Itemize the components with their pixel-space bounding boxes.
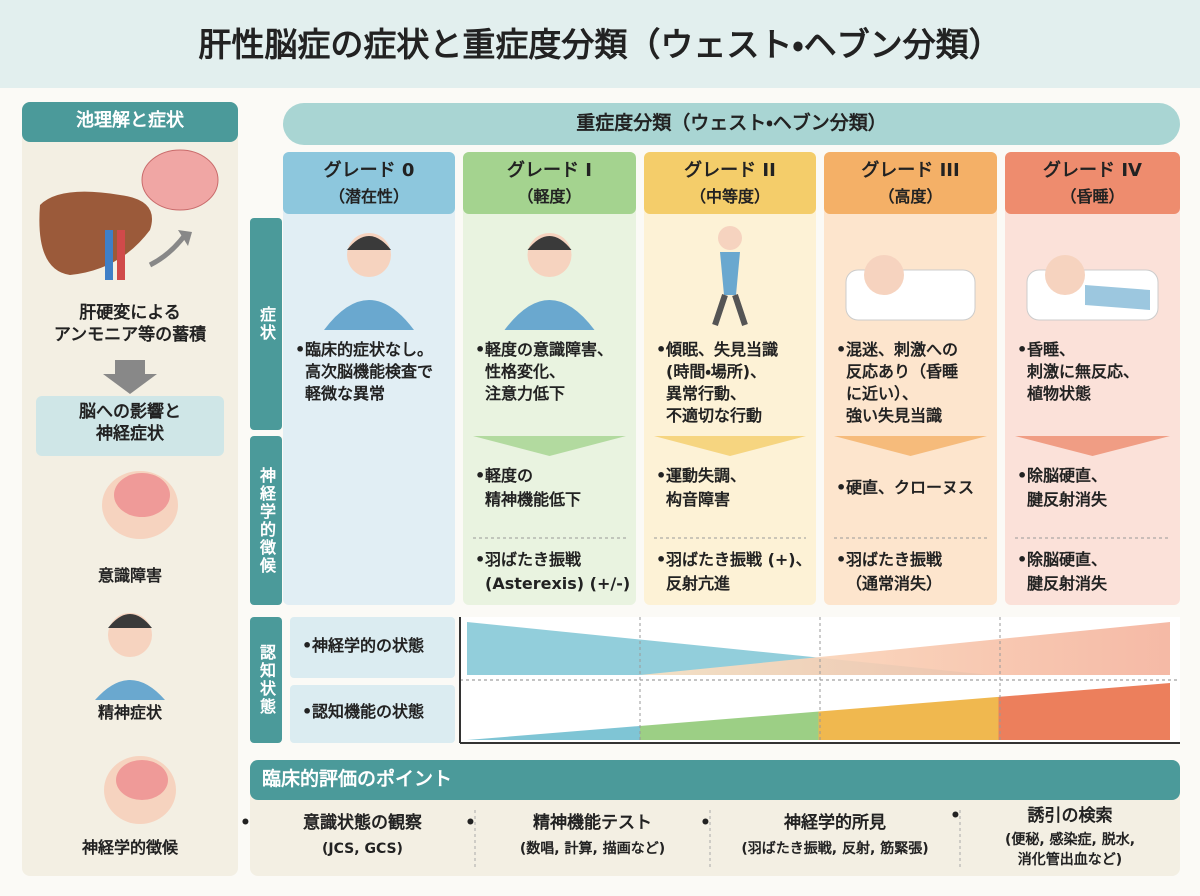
cause-text: 肝硬変による	[79, 303, 181, 323]
neuro-text: 硬直、クローヌス	[836, 480, 974, 497]
symptom-text: 反応あり（昏睡	[846, 362, 959, 381]
neuro-text: 羽ばたき振戦	[475, 552, 581, 569]
row-label: 神経学的徴候	[257, 466, 276, 575]
effect-text: 神経症状	[96, 424, 164, 444]
clinical-title: 精神機能テスト	[465, 815, 710, 833]
neuro-text: 腱反射消失	[1027, 574, 1108, 593]
symptom-text: 植物状態	[1027, 384, 1092, 403]
symptom-text: 傾眠、失見当識	[656, 342, 778, 359]
neuro-text: 除脳硬直、	[1017, 552, 1107, 569]
figure-body	[720, 252, 740, 295]
figure-hair	[527, 236, 572, 250]
arrow	[473, 436, 626, 456]
grade-header	[824, 152, 997, 214]
grade-column	[283, 152, 455, 605]
symptom-label: 精神症状	[97, 703, 162, 722]
grade-header	[1005, 152, 1180, 214]
clinical-title: 意識状態の観察	[240, 815, 475, 833]
grade-column	[463, 152, 636, 605]
grade-name: グレード 0	[323, 160, 415, 181]
cognitive-label: 神経学的の状態	[302, 638, 424, 655]
effect-text: 脳への影響と	[79, 402, 181, 422]
grade-sub: （高度）	[878, 187, 943, 206]
symptom-label: 神経学的徴候	[81, 838, 178, 857]
neuro-text: 羽ばたき振戦	[836, 552, 942, 569]
symptom-label: 意識障害	[97, 566, 162, 585]
symptom-text: に近い）、	[846, 384, 919, 403]
symptom-text: 昏睡、	[1017, 342, 1075, 359]
clinical-detail: (羽ばたき振戦, 反射, 筋緊張)	[741, 841, 929, 857]
symptom-text: 強い失見当識	[846, 406, 943, 425]
figure-body	[504, 300, 595, 330]
symptom-text: 異常行動、	[666, 384, 747, 403]
figure-head	[718, 226, 742, 250]
neuro-text: 羽ばたき振戦 (+)、	[656, 552, 812, 569]
neuro-text: 軽度の	[475, 468, 533, 485]
clinical-detail: (数唱, 計算, 描画など)	[519, 841, 666, 857]
clinical-title: 誘引の検索	[950, 808, 1180, 826]
grade-name: グレード II	[684, 160, 776, 181]
clinical-header: 臨床的評価のポイント	[262, 768, 453, 790]
neuro-text: (Asterexis) (+/-)	[485, 574, 631, 593]
grade-header	[644, 152, 816, 214]
clinical-detail: (JCS, GCS)	[322, 841, 403, 857]
clinical-detail: 消化管出血など)	[1017, 852, 1123, 868]
symptom-text: 軽度の意識障害、	[475, 342, 613, 359]
figure-legs	[712, 294, 748, 326]
symptom-text: 軽微な異常	[305, 384, 386, 403]
clinical-detail: (便秘, 感染症, 脱水,	[1004, 832, 1136, 848]
symptom-text: 不適切な行動	[666, 406, 763, 425]
grade-header	[463, 152, 636, 214]
grade-sub: （中等度）	[689, 187, 770, 206]
cause-text: アンモニア等の蓄積	[53, 325, 207, 345]
row-label: 認知状態	[257, 644, 276, 716]
grade-sub: （軽度）	[517, 187, 582, 206]
left-header: 池理解と症状	[76, 110, 184, 131]
grade-name: グレード I	[507, 160, 592, 181]
symptom-text: 性格変化、	[485, 362, 566, 381]
arrow	[1015, 436, 1170, 456]
symptom-text: 注意力低下	[485, 384, 566, 403]
neuro-text: 除脳硬直、	[1017, 468, 1107, 485]
figure-body	[1085, 285, 1150, 310]
neuro-text: 构音障害	[666, 490, 731, 509]
neuro-text: 精神機能低下	[485, 490, 582, 509]
neuro-text: 反射亢進	[666, 574, 731, 593]
figure-hair	[347, 236, 391, 250]
cognitive-label: 認知機能の状態	[302, 704, 424, 721]
symptom-text: 刺激に無反応、	[1027, 362, 1140, 381]
figure-body	[904, 285, 967, 310]
symptom-text: 混迷、刺激への	[836, 342, 958, 359]
grade-name: グレード IV	[1043, 160, 1142, 181]
symptom-text: (時間・場所)、	[666, 362, 767, 381]
grade-header	[283, 152, 455, 214]
neuro-text: （通常消失）	[846, 574, 943, 593]
grade-sub: （昏睡）	[1060, 187, 1125, 206]
symptom-text: 高次脳機能検査で	[305, 362, 434, 381]
neuro-text: 運動失調、	[656, 468, 746, 485]
arrow	[834, 436, 987, 456]
row-label: 症状	[257, 306, 276, 342]
grade-name: グレード III	[861, 160, 960, 181]
arrow	[654, 436, 806, 456]
clinical-title: 神経学的所見	[700, 815, 960, 833]
grade-sub: （潜在性）	[328, 187, 409, 206]
figure-head	[864, 255, 904, 295]
main-header: 重症度分類（ウェスト・ヘブン分類）	[576, 112, 887, 134]
figure-body	[324, 300, 414, 330]
figure-head	[1045, 255, 1085, 295]
title: 肝性脳症の症状と重症度分類（ウェスト・ヘブン分類）	[198, 25, 1002, 64]
symptom-text: 臨床的症状なし。	[295, 342, 433, 359]
grade-column	[644, 152, 816, 605]
neuro-text: 腱反射消失	[1027, 490, 1108, 509]
